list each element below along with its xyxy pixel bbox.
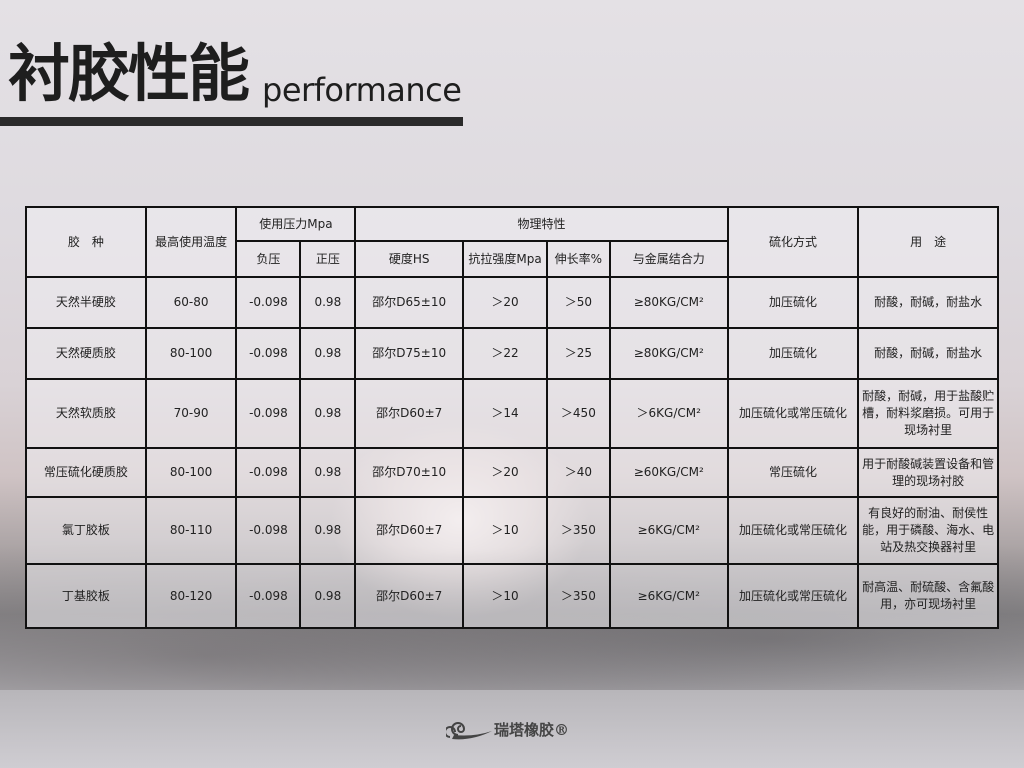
- cell-type: 常压硫化硬质胶: [25, 447, 147, 498]
- cell-elongation: ＞350: [545, 496, 611, 565]
- cell-type: 氯丁胶板: [25, 496, 147, 565]
- performance-table: 胶 种 最高使用温度 使用压力Mpa 物理特性 硫化方式 用 途 负压 正压 硬…: [25, 206, 999, 629]
- cell-max-temp: 80-100: [144, 447, 238, 498]
- cell-tensile: ＞14: [462, 378, 548, 449]
- cell-negative: -0.098: [235, 276, 302, 329]
- header-vulcanization: 硫化方式: [726, 206, 860, 278]
- cell-negative: -0.098: [235, 496, 302, 565]
- table-row: 常压硫化硬质胶 80-100 -0.098 0.98 邵尔D70±10 ＞20 ＞40 ≥60…: [25, 447, 999, 498]
- cell-vulcanization: 常压硫化: [726, 447, 860, 498]
- cell-negative: -0.098: [235, 447, 302, 498]
- cell-elongation: ＞450: [545, 378, 611, 449]
- cell-type: 天然半硬胶: [25, 276, 147, 329]
- cell-max-temp: 80-100: [144, 327, 238, 380]
- cell-usage: 耐酸，耐碱，耐盐水: [857, 327, 999, 380]
- cell-positive: 0.98: [299, 327, 357, 380]
- cell-tensile: ＞22: [462, 327, 548, 380]
- header-usage: 用 途: [857, 206, 999, 278]
- header-positive: 正压: [299, 240, 357, 278]
- header-negative: 负压: [235, 240, 302, 278]
- cell-adhesion: ≥80KG/CM²: [608, 276, 729, 329]
- header-adhesion: 与金属结合力: [608, 240, 729, 278]
- cell-negative: -0.098: [235, 563, 302, 629]
- cell-elongation: ＞40: [545, 447, 611, 498]
- page-title: 衬胶性能: [8, 37, 250, 110]
- table-row: 氯丁胶板 80-110 -0.098 0.98 邵尔D60±7 ＞10 ＞350 ≥6KG/C…: [25, 496, 999, 565]
- cell-tensile: ＞10: [462, 496, 548, 565]
- header-physical: 物理特性: [354, 206, 729, 242]
- table-row: 天然软质胶 70-90 -0.098 0.98 邵尔D60±7 ＞14 ＞450 ＞6KG/C…: [25, 378, 999, 449]
- cell-usage: 用于耐酸碱装置设备和管理的现场衬胶: [857, 447, 999, 498]
- cell-tensile: ＞10: [462, 563, 548, 629]
- cell-max-temp: 60-80: [144, 276, 238, 329]
- cell-elongation: ＞25: [545, 327, 611, 380]
- cell-positive: 0.98: [299, 378, 357, 449]
- page-title-english: performance: [262, 71, 462, 109]
- cell-elongation: ＞350: [545, 563, 611, 629]
- cell-elongation: ＞50: [545, 276, 611, 329]
- cell-tensile: ＞20: [462, 276, 548, 329]
- brand-logo: 瑞塔橡胶®: [446, 715, 569, 743]
- cell-hardness: 邵尔D65±10: [354, 276, 465, 329]
- cell-negative: -0.098: [235, 378, 302, 449]
- cell-usage: 耐酸，耐碱，用于盐酸贮槽，耐料浆磨损。可用于现场衬里: [857, 378, 999, 449]
- cell-vulcanization: 加压硫化或常压硫化: [726, 563, 860, 629]
- brand-logo-text: 瑞塔橡胶®: [494, 720, 570, 739]
- cell-positive: 0.98: [299, 276, 357, 329]
- cell-hardness: 邵尔D60±7: [354, 563, 465, 629]
- cell-tensile: ＞20: [462, 447, 548, 498]
- cell-type: 丁基胶板: [25, 563, 147, 629]
- cell-usage: 耐酸，耐碱，耐盐水: [857, 276, 999, 329]
- cell-hardness: 邵尔D60±7: [354, 378, 465, 449]
- cell-negative: -0.098: [235, 327, 302, 380]
- cell-type: 天然硬质胶: [25, 327, 147, 380]
- cell-type: 天然软质胶: [25, 378, 147, 449]
- cell-positive: 0.98: [299, 496, 357, 565]
- cell-adhesion: ＞6KG/CM²: [608, 378, 729, 449]
- title-underline-bar: [0, 117, 463, 126]
- cell-adhesion: ≥60KG/CM²: [608, 447, 729, 498]
- cell-vulcanization: 加压硫化: [726, 276, 860, 329]
- cell-positive: 0.98: [299, 563, 357, 629]
- cell-max-temp: 70-90: [144, 378, 238, 449]
- header-max-temp: 最高使用温度: [144, 206, 238, 278]
- cell-max-temp: 80-110: [144, 496, 238, 565]
- header-tensile: 抗拉强度Mpa: [462, 240, 548, 278]
- cell-vulcanization: 加压硫化: [726, 327, 860, 380]
- cell-adhesion: ≥6KG/CM²: [608, 496, 729, 565]
- header-hardness: 硬度HS: [354, 240, 465, 278]
- header-type: 胶 种: [25, 206, 147, 278]
- cell-usage: 有良好的耐油、耐侯性能，用于磷酸、海水、电站及热交换器衬里: [857, 496, 999, 565]
- cell-max-temp: 80-120: [144, 563, 238, 629]
- header-pressure: 使用压力Mpa: [235, 206, 357, 242]
- cell-hardness: 邵尔D60±7: [354, 496, 465, 565]
- cell-positive: 0.98: [299, 447, 357, 498]
- cell-adhesion: ≥80KG/CM²: [608, 327, 729, 380]
- header-elongation: 伸长率%: [545, 240, 611, 278]
- cell-usage: 耐高温、耐硫酸、含氟酸用，亦可现场衬里: [857, 563, 999, 629]
- table-row: 天然半硬胶 60-80 -0.098 0.98 邵尔D65±10 ＞20 ＞50 ≥80KG/…: [25, 276, 999, 329]
- cloud-swirl-icon: [446, 722, 492, 740]
- table-row: 丁基胶板 80-120 -0.098 0.98 邵尔D60±7 ＞10 ＞350 ≥6KG/C…: [25, 563, 999, 629]
- table-row: 天然硬质胶 80-100 -0.098 0.98 邵尔D75±10 ＞22 ＞25 ≥80KG…: [25, 327, 999, 380]
- cell-adhesion: ≥6KG/CM²: [608, 563, 729, 629]
- cell-vulcanization: 加压硫化或常压硫化: [726, 378, 860, 449]
- cell-hardness: 邵尔D75±10: [354, 327, 465, 380]
- cell-hardness: 邵尔D70±10: [354, 447, 465, 498]
- cell-vulcanization: 加压硫化或常压硫化: [726, 496, 860, 565]
